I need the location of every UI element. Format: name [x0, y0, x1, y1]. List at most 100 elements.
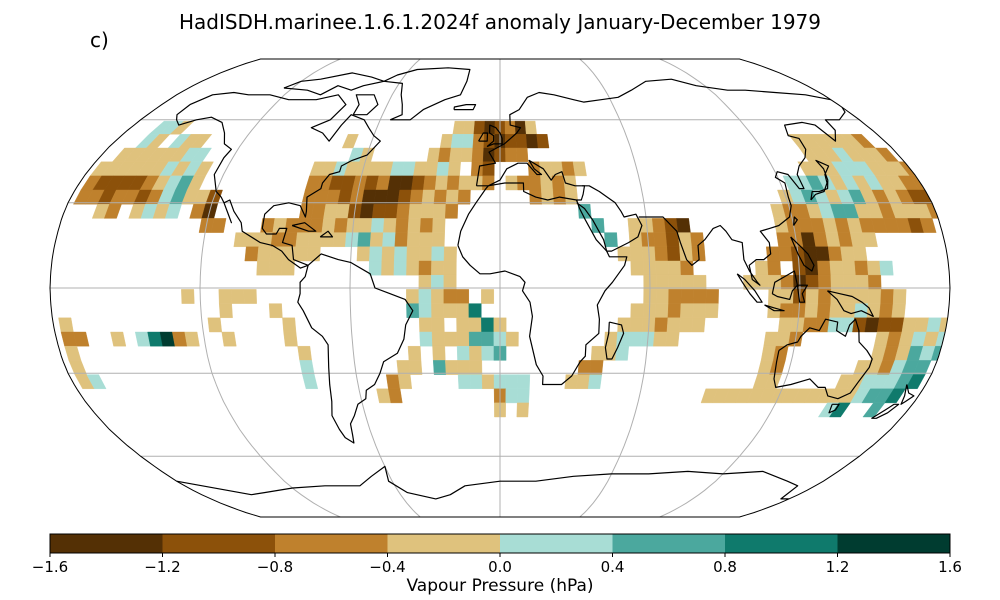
- grid-cell: [827, 246, 843, 262]
- colorbar-segment: [162, 534, 276, 553]
- grid-cell: [705, 289, 719, 304]
- coastline: [796, 284, 808, 303]
- grid-cell: [421, 189, 436, 205]
- grid-cell: [408, 360, 423, 375]
- map-outline: [49, 58, 951, 518]
- grid-cell: [335, 203, 351, 219]
- coastline: [638, 106, 846, 286]
- grid-cell: [86, 374, 107, 389]
- grid-cell: [817, 260, 832, 276]
- grid-cell: [855, 275, 869, 290]
- grid-cell: [370, 218, 385, 233]
- grid-cell: [443, 289, 457, 304]
- grid-cell: [892, 289, 907, 304]
- coastline: [475, 78, 831, 186]
- graticule: [50, 59, 950, 517]
- grid-cell: [413, 161, 428, 177]
- coastline: [457, 185, 489, 246]
- grid-cell: [395, 218, 409, 233]
- grid-cell: [73, 331, 90, 347]
- grid-cell: [879, 303, 894, 318]
- colorbar-label: Vapour Pressure (hPa): [406, 576, 594, 596]
- grid-cell: [297, 346, 312, 361]
- grid-cell: [443, 260, 457, 276]
- grid-cell: [693, 289, 707, 304]
- grid-cell: [393, 246, 408, 262]
- grid-cell: [418, 317, 433, 333]
- coastline: [297, 253, 414, 444]
- grid-cell: [396, 203, 411, 219]
- grid-cell: [654, 246, 669, 262]
- grid-cell: [458, 175, 472, 191]
- grid-cell: [515, 134, 528, 149]
- grid-cell: [294, 246, 309, 262]
- grid-cell: [776, 232, 792, 248]
- grid-cell: [815, 246, 831, 262]
- grid-cell: [311, 203, 327, 219]
- grid-cell: [665, 331, 680, 347]
- grid-cell: [473, 120, 486, 135]
- grid-cell: [309, 218, 324, 233]
- grid-cell: [433, 189, 448, 205]
- grid-cell: [64, 346, 82, 361]
- colorbar: [49, 533, 951, 557]
- grid-cell: [418, 260, 432, 276]
- grid-cell: [667, 303, 682, 318]
- grid-cell: [256, 260, 270, 276]
- colorbar-segment: [50, 534, 163, 553]
- grid-cell: [456, 303, 470, 318]
- grid-cell: [919, 218, 937, 233]
- grid-cell: [302, 374, 319, 389]
- grid-cell: [505, 331, 519, 347]
- colorbar-segment: [500, 534, 613, 553]
- grid-cell: [385, 189, 400, 205]
- grid-cell: [469, 360, 483, 375]
- grid-cell: [867, 289, 882, 304]
- grid-cell: [461, 134, 475, 149]
- grid-cell: [420, 203, 435, 219]
- grid-cell: [456, 289, 469, 304]
- grid-cell: [306, 246, 321, 262]
- coastlines: [176, 67, 915, 500]
- grid-cell: [469, 374, 483, 389]
- grid-cell: [388, 388, 403, 404]
- coastline: [291, 222, 317, 232]
- grid-cell: [434, 175, 449, 191]
- grid-cell: [889, 317, 905, 333]
- grid-cell: [369, 232, 384, 248]
- grid-cell: [436, 161, 450, 177]
- coastline: [319, 230, 334, 238]
- coastline: [176, 465, 799, 500]
- grid-cell: [876, 317, 892, 333]
- grid-cell: [754, 260, 769, 276]
- grid-cell: [445, 360, 459, 375]
- grid-cell: [655, 275, 669, 290]
- grid-cell: [655, 289, 669, 304]
- grid-cell: [407, 218, 422, 233]
- grid-cell: [691, 317, 706, 333]
- colorbar-segment: [612, 534, 726, 553]
- grid-cell: [891, 303, 906, 318]
- grid-cell: [629, 317, 644, 333]
- grid-cell: [864, 317, 880, 333]
- grid-cell: [207, 317, 223, 333]
- grid-cell: [387, 175, 403, 191]
- colorbar-segment: [837, 534, 951, 553]
- grid-cell: [525, 134, 539, 149]
- grid-cell: [299, 360, 315, 375]
- grid-cell: [589, 360, 604, 375]
- colorbar-segment: [387, 534, 501, 553]
- grid-cell: [704, 303, 719, 318]
- grid-cell: [408, 203, 423, 219]
- grid-cell: [763, 331, 779, 347]
- grid-cell: [164, 203, 182, 219]
- grid-cell: [628, 232, 643, 248]
- grid-cell: [655, 260, 669, 276]
- grid-cell: [371, 203, 387, 219]
- grid-cell: [399, 175, 414, 191]
- coastline: [486, 124, 503, 148]
- grid-cell: [444, 331, 458, 347]
- grid-cell: [482, 175, 495, 191]
- grid-cell: [449, 147, 463, 163]
- colorbar-tick-label: 0.4: [600, 558, 625, 576]
